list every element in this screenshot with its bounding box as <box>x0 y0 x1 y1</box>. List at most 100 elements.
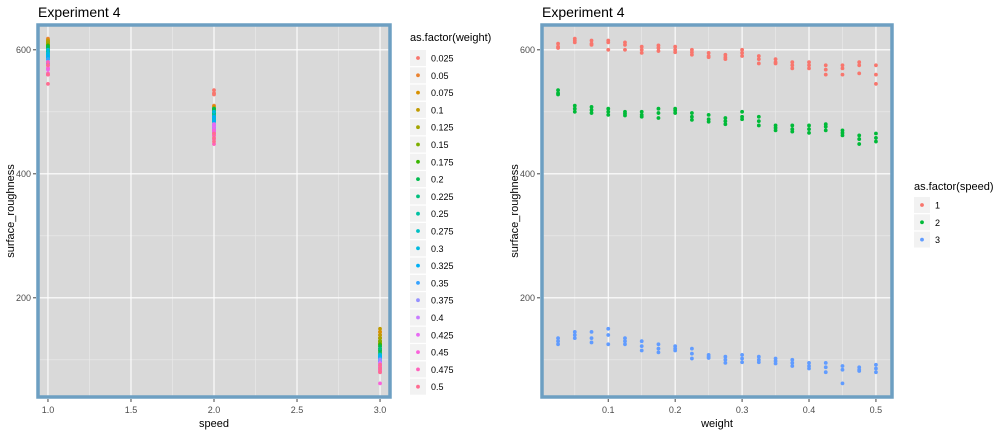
plot-2-point <box>572 40 577 45</box>
plot-2-point <box>723 57 728 61</box>
plot-1-x-tick-label: 1.5 <box>125 405 138 415</box>
plot-1-y-tick-label: 400 <box>16 169 31 179</box>
plot-1-point <box>378 362 382 367</box>
plot-2-point <box>756 61 761 66</box>
plot-2-x-tick-label: 0.2 <box>669 405 682 415</box>
plot-2-point <box>606 342 611 347</box>
plot-1-y-axis-title: surface_roughness <box>5 164 17 258</box>
plot-1-point <box>212 119 216 123</box>
plot-1-legend-label: 0.175 <box>431 157 454 167</box>
plot-2-point <box>723 361 728 365</box>
plot-2-point <box>589 104 594 109</box>
plot-1-point <box>212 131 216 136</box>
plot-2-point <box>639 44 644 49</box>
plot-1-point <box>378 333 382 337</box>
plot-2-point <box>690 346 694 351</box>
plot-2-point <box>556 342 560 347</box>
plot-1-legend-swatch <box>416 177 420 182</box>
plot-1-legend-label: 0.325 <box>431 261 454 271</box>
plot-1-legend-label: 0.25 <box>431 209 449 219</box>
plot-2-point <box>673 348 678 353</box>
plot-2-point <box>656 49 661 53</box>
plot-1-title: Experiment 4 <box>38 4 121 20</box>
plot-2-point <box>840 364 845 368</box>
plot-2-legend-label: 3 <box>935 235 940 245</box>
plot-2-point <box>857 63 862 68</box>
plot-1-legend-swatch <box>416 56 420 60</box>
plot-2-x-tick-label: 0.5 <box>870 405 883 415</box>
plot-2-point <box>572 109 577 114</box>
plot-2-point <box>740 109 744 114</box>
plot-2-point <box>807 123 811 128</box>
plot-2-point <box>589 340 594 345</box>
plot-2-point <box>756 57 761 61</box>
plot-2-point <box>874 139 878 144</box>
plot-2-point <box>606 333 611 337</box>
plot-2-point <box>623 113 627 118</box>
plot-2-point <box>639 47 644 52</box>
plot-2-point <box>823 63 828 68</box>
plot-1-point <box>46 44 50 49</box>
plot-2-point <box>589 38 594 43</box>
plot-2-point <box>857 137 862 141</box>
plot-2-point <box>556 88 560 92</box>
plot-1-y-tick-label: 600 <box>16 45 31 55</box>
plot-1-y-axis: 200 400 600 <box>16 45 36 303</box>
plot-2-point <box>623 339 627 344</box>
plot-2-point <box>606 106 611 111</box>
plot-1-point <box>46 60 50 65</box>
plot-2-point <box>690 114 694 119</box>
plot-2-point <box>556 46 560 50</box>
plot-2-point <box>740 51 744 55</box>
plot-2-legend-title: as.factor(speed) <box>914 181 993 193</box>
plot-2-legend-label: 1 <box>935 201 940 211</box>
plot-2-y-tick-label: 600 <box>520 45 535 55</box>
plot-2-point <box>857 369 862 373</box>
plot-1-point <box>378 366 382 371</box>
plot-2-point <box>656 346 661 351</box>
plot-2-point <box>656 350 661 355</box>
plot-1-y-tick-label: 200 <box>16 293 31 303</box>
plot-1-point <box>212 114 216 119</box>
plot-2-point <box>773 128 778 133</box>
plot-2-point <box>823 67 828 72</box>
plot-1-legend-label: 0.5 <box>431 382 444 392</box>
plot-2-y-axis-title: surface_roughness <box>509 164 521 258</box>
plot-2-point <box>589 108 594 112</box>
plot-2-point <box>623 47 627 52</box>
plot-2-point <box>807 366 811 371</box>
plot-2-point <box>673 50 678 55</box>
plot-1-points <box>46 36 382 386</box>
plot-2-point <box>740 356 744 361</box>
plot-2-point <box>840 381 845 386</box>
plot-1-legend-swatch <box>416 246 420 251</box>
plot-1-legend-label: 0.075 <box>431 88 454 98</box>
plot-2-y-axis: 200 400 600 <box>520 45 540 303</box>
plot-2-point <box>706 113 711 117</box>
plot-2-point <box>874 82 878 86</box>
plot-2-point <box>790 357 795 362</box>
plot-2-points <box>556 36 878 386</box>
plot-2-point <box>874 131 878 136</box>
plot-2-point <box>623 42 627 47</box>
plot-2-point <box>857 133 862 138</box>
plot-2-point <box>857 71 862 76</box>
plot-2-point <box>556 339 560 344</box>
plot-2-point <box>874 72 878 77</box>
plot-2-point <box>807 361 811 365</box>
plot-2-point <box>656 46 661 50</box>
plot-2-point <box>874 362 878 367</box>
plot-1-point <box>212 135 216 140</box>
plot-2-point <box>840 66 845 71</box>
plot-2-point <box>840 63 845 68</box>
plot-1-legend-label: 0.05 <box>431 71 449 81</box>
plot-1-legend-swatch <box>416 350 420 354</box>
plot-1-legend-label: 0.15 <box>431 140 449 150</box>
plot-2-y-tick-label: 400 <box>520 169 535 179</box>
plot-2-legend: 1 2 3 <box>914 197 940 248</box>
plot-2-x-axis: 0.1 0.2 0.3 0.4 0.5 <box>602 399 882 415</box>
plot-2-point <box>572 333 577 337</box>
plot-2-point <box>690 356 694 361</box>
plot-1-legend-swatch <box>416 281 420 285</box>
plot-2-point <box>773 361 778 366</box>
